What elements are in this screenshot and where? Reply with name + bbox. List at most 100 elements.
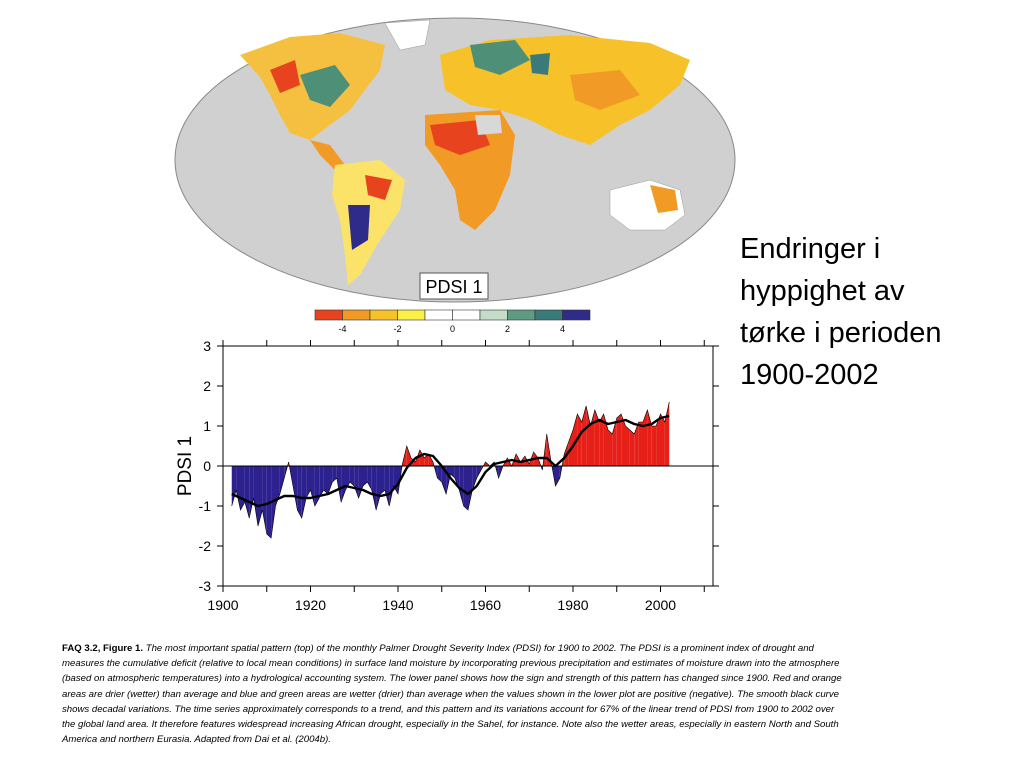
positive-area-segment bbox=[577, 414, 582, 466]
map-north-america-wet bbox=[300, 65, 350, 107]
negative-area-segment bbox=[555, 466, 560, 486]
x-tick-label: 1940 bbox=[382, 597, 413, 613]
positive-area-segment bbox=[643, 410, 648, 466]
map-greenland bbox=[384, 19, 431, 51]
x-tick-label: 2000 bbox=[645, 597, 676, 613]
negative-area-segment bbox=[301, 466, 307, 518]
colorbar-swatch bbox=[507, 309, 536, 321]
colorbar-swatch bbox=[424, 309, 453, 321]
negative-area-segment bbox=[459, 466, 464, 506]
negative-area-segment bbox=[476, 466, 482, 478]
negative-area-segment bbox=[336, 466, 342, 502]
colorbar-tick-label: 2 bbox=[505, 324, 510, 334]
negative-area-segment bbox=[231, 466, 237, 506]
x-tick-label: 1980 bbox=[557, 597, 588, 613]
caption-lead: FAQ 3.2, Figure 1. bbox=[62, 643, 144, 654]
negative-area-segment bbox=[293, 466, 298, 510]
positive-area-segment bbox=[599, 414, 604, 466]
y-tick-label: 3 bbox=[203, 338, 211, 354]
colorbar-swatch bbox=[534, 309, 563, 321]
negative-area-segment bbox=[441, 466, 447, 494]
colorbar-tick-label: 0 bbox=[450, 324, 455, 334]
colorbar-tick-label: -4 bbox=[338, 324, 346, 334]
negative-area-segment bbox=[551, 466, 556, 486]
positive-area-segment bbox=[625, 426, 630, 466]
negative-area-segment bbox=[279, 466, 285, 494]
negative-area-segment bbox=[472, 466, 477, 490]
negative-area-segment bbox=[354, 466, 359, 498]
caption-text: The most important spatial pattern (top)… bbox=[62, 643, 842, 746]
colorbar-swatch bbox=[562, 309, 591, 321]
y-tick-label: -1 bbox=[199, 498, 212, 514]
negative-area-segment bbox=[540, 466, 543, 470]
negative-area-segment bbox=[253, 466, 258, 526]
colorbar-swatch bbox=[369, 309, 398, 321]
side-text-line: hyppighet av bbox=[740, 275, 905, 307]
negative-area-segment bbox=[358, 466, 363, 498]
colorbar-swatch bbox=[342, 309, 371, 321]
negative-area-segment bbox=[319, 466, 324, 498]
map-eurasia-wet bbox=[470, 40, 530, 75]
map-australia-dry bbox=[650, 185, 678, 213]
map-africa-sahel bbox=[430, 120, 490, 155]
negative-area-segment bbox=[380, 466, 385, 494]
side-text: Endringer i hyppighet av tørke i periode… bbox=[740, 228, 1020, 396]
positive-area-segment bbox=[621, 414, 626, 466]
map-south-america-wet bbox=[348, 205, 370, 250]
negative-area-segment bbox=[384, 466, 390, 506]
map-central-america bbox=[310, 140, 345, 170]
negative-area-segment bbox=[389, 466, 394, 506]
side-text-line: 1900-2002 bbox=[740, 359, 879, 391]
map-eurasia-wet-2 bbox=[530, 53, 550, 75]
negative-area-segment bbox=[376, 466, 381, 510]
y-tick-label: -2 bbox=[199, 538, 212, 554]
negative-area-segment bbox=[323, 466, 328, 494]
x-tick-label: 1920 bbox=[295, 597, 326, 613]
map-label-box bbox=[419, 272, 489, 300]
positive-area-segment bbox=[581, 406, 587, 466]
y-axis-label: PDSI 1 bbox=[175, 436, 196, 496]
negative-area-segment bbox=[249, 466, 254, 518]
side-text-line: Endringer i bbox=[740, 233, 881, 265]
positive-area-segment bbox=[608, 430, 613, 466]
y-tick-label: 0 bbox=[203, 458, 211, 474]
map-south-america-dry bbox=[365, 175, 392, 200]
y-tick-label: 1 bbox=[203, 418, 211, 434]
map-africa-sahara bbox=[475, 115, 502, 135]
figure-caption: FAQ 3.2, Figure 1. The most important sp… bbox=[62, 641, 842, 747]
negative-area-segment bbox=[258, 466, 263, 526]
positive-area-segment bbox=[656, 414, 661, 466]
negative-area-segment bbox=[437, 466, 442, 482]
negative-area-segment bbox=[275, 466, 280, 506]
negative-area-segment bbox=[371, 466, 377, 510]
colorbar-swatch bbox=[397, 309, 426, 321]
colorbar-tick-label: 4 bbox=[560, 324, 565, 334]
positive-area-segment bbox=[616, 414, 622, 466]
colorbar-swatch bbox=[479, 309, 508, 321]
decadal-smooth-curve bbox=[231, 414, 670, 508]
y-tick-label: 2 bbox=[203, 378, 211, 394]
negative-area-segment bbox=[262, 466, 267, 534]
negative-area-segment bbox=[468, 466, 473, 510]
map-label: PDSI 1 bbox=[425, 277, 482, 297]
positive-area-segment bbox=[419, 450, 425, 466]
positive-area-segment bbox=[406, 446, 412, 466]
positive-area-segment bbox=[629, 430, 635, 466]
colorbar-tick-label: -2 bbox=[393, 324, 401, 334]
colorbar-swatch bbox=[452, 309, 481, 321]
y-tick-label: -3 bbox=[199, 578, 212, 594]
positive-area-segment bbox=[660, 414, 665, 466]
positive-area-segment bbox=[516, 454, 521, 466]
negative-area-segment bbox=[349, 466, 355, 486]
pdsi-world-map: PDSI 1 bbox=[174, 17, 736, 303]
negative-area-segment bbox=[454, 466, 460, 490]
map-eurasia-dry bbox=[570, 70, 640, 110]
negative-area-segment bbox=[328, 466, 333, 494]
colorbar-swatch bbox=[314, 309, 343, 321]
positive-area-segment bbox=[428, 454, 433, 466]
x-tick-label: 1960 bbox=[470, 597, 501, 613]
side-text-line: tørke i perioden bbox=[740, 317, 942, 349]
x-tick-label: 1900 bbox=[207, 597, 238, 613]
positive-area-segment bbox=[634, 422, 639, 466]
positive-area-segment bbox=[638, 422, 643, 466]
